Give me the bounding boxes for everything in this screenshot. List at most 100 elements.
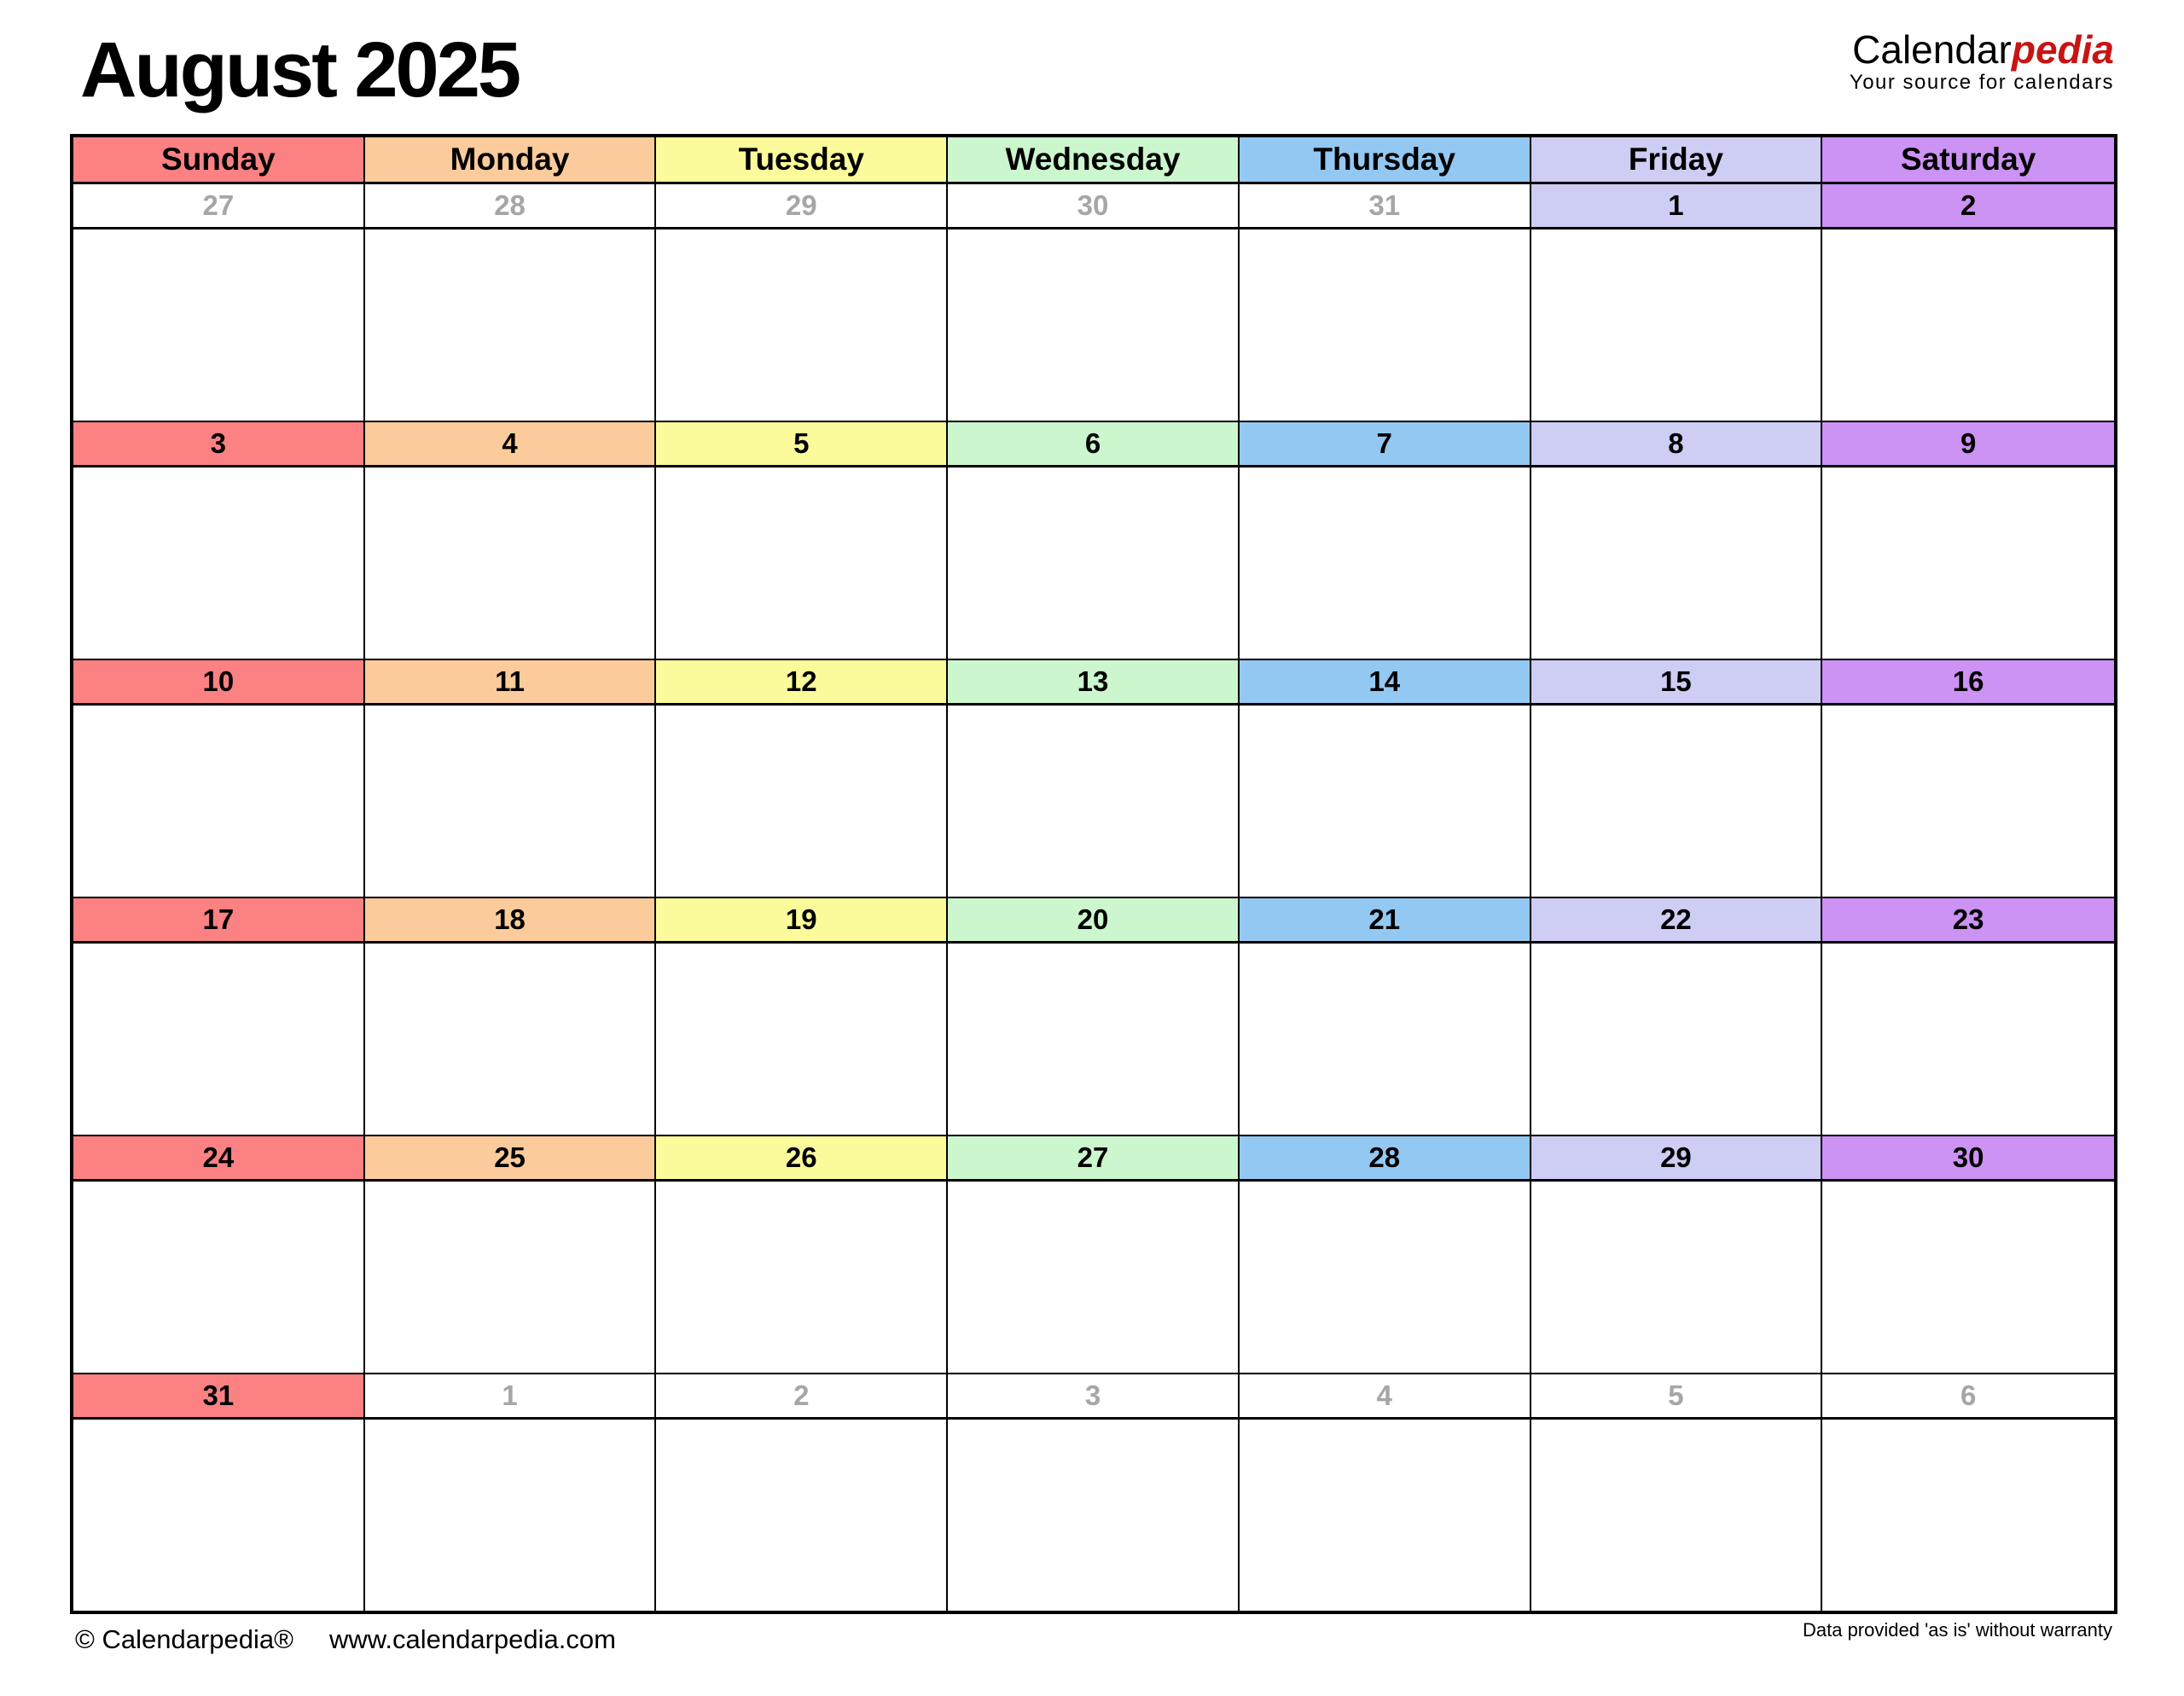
notes-area (1822, 706, 2114, 898)
day-cell: 25 (364, 1136, 657, 1374)
day-cell: 18 (364, 898, 657, 1136)
day-cell: 5 (656, 422, 949, 660)
date-strip: 27 (73, 184, 363, 229)
day-header-row: Sunday Monday Tuesday Wednesday Thursday… (73, 137, 2114, 184)
footer-left: © Calendarpedia® www.calendarpedia.com (75, 1624, 616, 1655)
date-strip: 4 (1239, 1374, 1530, 1420)
day-cell: 10 (73, 660, 365, 898)
date-strip: 28 (364, 184, 655, 229)
notes-area (364, 944, 655, 1136)
day-cell: 27 (948, 1136, 1240, 1374)
notes-area (364, 1420, 655, 1611)
date-strip: 4 (364, 422, 655, 468)
notes-area (1239, 1420, 1530, 1611)
notes-area (1822, 1420, 2114, 1611)
date-strip: 30 (948, 184, 1238, 229)
notes-area (73, 706, 363, 898)
date-strip: 7 (1239, 422, 1530, 468)
day-cell: 31 (73, 1374, 365, 1611)
day-cell: 9 (1822, 422, 2114, 660)
notes-area (1239, 468, 1530, 660)
day-cell: 12 (656, 660, 949, 898)
date-strip: 31 (1239, 184, 1530, 229)
day-cell: 6 (1822, 1374, 2114, 1611)
date-strip: 14 (1239, 660, 1530, 706)
date-strip: 6 (948, 422, 1238, 468)
notes-area (1531, 1420, 1821, 1611)
date-strip: 13 (948, 660, 1238, 706)
day-cell: 21 (1239, 898, 1531, 1136)
date-strip: 29 (1531, 1136, 1821, 1182)
date-strip: 1 (1531, 184, 1821, 229)
week-row-5: 24 25 26 27 28 29 30 (73, 1136, 2114, 1374)
notes-area (1531, 706, 1821, 898)
day-header-monday: Monday (364, 137, 657, 184)
day-cell: 27 (73, 184, 365, 422)
day-cell: 3 (948, 1374, 1240, 1611)
day-cell: 6 (948, 422, 1240, 660)
day-cell: 24 (73, 1136, 365, 1374)
notes-area (1531, 1182, 1821, 1374)
notes-area (364, 229, 655, 422)
notes-area (1239, 229, 1530, 422)
notes-area (73, 1420, 363, 1611)
logo-tagline: Your source for calendars (1849, 71, 2114, 95)
logo-wordmark: Calendarpedia (1850, 29, 2114, 70)
day-cell: 16 (1822, 660, 2114, 898)
week-row-3: 10 11 12 13 14 15 16 (73, 660, 2114, 898)
day-header-saturday: Saturday (1822, 137, 2114, 184)
date-strip: 5 (656, 422, 947, 468)
day-cell: 29 (656, 184, 949, 422)
notes-area (73, 944, 363, 1136)
notes-area (656, 229, 947, 422)
calendar-grid: Sunday Monday Tuesday Wednesday Thursday… (70, 134, 2117, 1614)
notes-area (1822, 1182, 2114, 1374)
date-strip: 6 (1822, 1374, 2114, 1420)
notes-area (948, 944, 1238, 1136)
day-cell: 17 (73, 898, 365, 1136)
date-strip: 28 (1239, 1136, 1530, 1182)
day-cell: 2 (656, 1374, 949, 1611)
week-row-2: 3 4 5 6 7 8 9 (73, 422, 2114, 660)
date-strip: 21 (1239, 898, 1530, 944)
notes-area (656, 468, 947, 660)
day-cell: 29 (1531, 1136, 1823, 1374)
notes-area (656, 1182, 947, 1374)
date-strip: 29 (656, 184, 947, 229)
day-header-tuesday: Tuesday (656, 137, 949, 184)
date-strip: 26 (656, 1136, 947, 1182)
day-cell: 4 (364, 422, 657, 660)
website-url[interactable]: www.calendarpedia.com (328, 1624, 616, 1654)
day-cell: 3 (73, 422, 365, 660)
date-strip: 2 (656, 1374, 947, 1420)
date-strip: 20 (948, 898, 1238, 944)
notes-area (364, 468, 655, 660)
date-strip: 16 (1822, 660, 2114, 706)
day-cell: 1 (364, 1374, 657, 1611)
notes-area (1239, 1182, 1530, 1374)
date-strip: 31 (73, 1374, 363, 1420)
notes-area (1531, 229, 1821, 422)
day-cell: 30 (1822, 1136, 2114, 1374)
date-strip: 15 (1531, 660, 1821, 706)
day-cell: 28 (1239, 1136, 1531, 1374)
date-strip: 10 (73, 660, 363, 706)
notes-area (1531, 944, 1821, 1136)
notes-area (1822, 468, 2114, 660)
date-strip: 1 (364, 1374, 655, 1420)
day-cell: 31 (1239, 184, 1531, 422)
day-cell: 19 (656, 898, 949, 1136)
day-header-sunday: Sunday (73, 137, 365, 184)
date-strip: 19 (656, 898, 947, 944)
notes-area (1822, 944, 2114, 1136)
date-strip: 12 (656, 660, 947, 706)
day-header-wednesday: Wednesday (948, 137, 1240, 184)
notes-area (73, 1182, 363, 1374)
day-header-thursday: Thursday (1239, 137, 1531, 184)
notes-area (948, 1182, 1238, 1374)
week-row-1: 27 28 29 30 31 1 2 (73, 184, 2114, 422)
notes-area (73, 468, 363, 660)
logo-text-red: pedia (2011, 27, 2114, 72)
date-strip: 30 (1822, 1136, 2114, 1182)
week-row-4: 17 18 19 20 21 22 23 (73, 898, 2114, 1136)
